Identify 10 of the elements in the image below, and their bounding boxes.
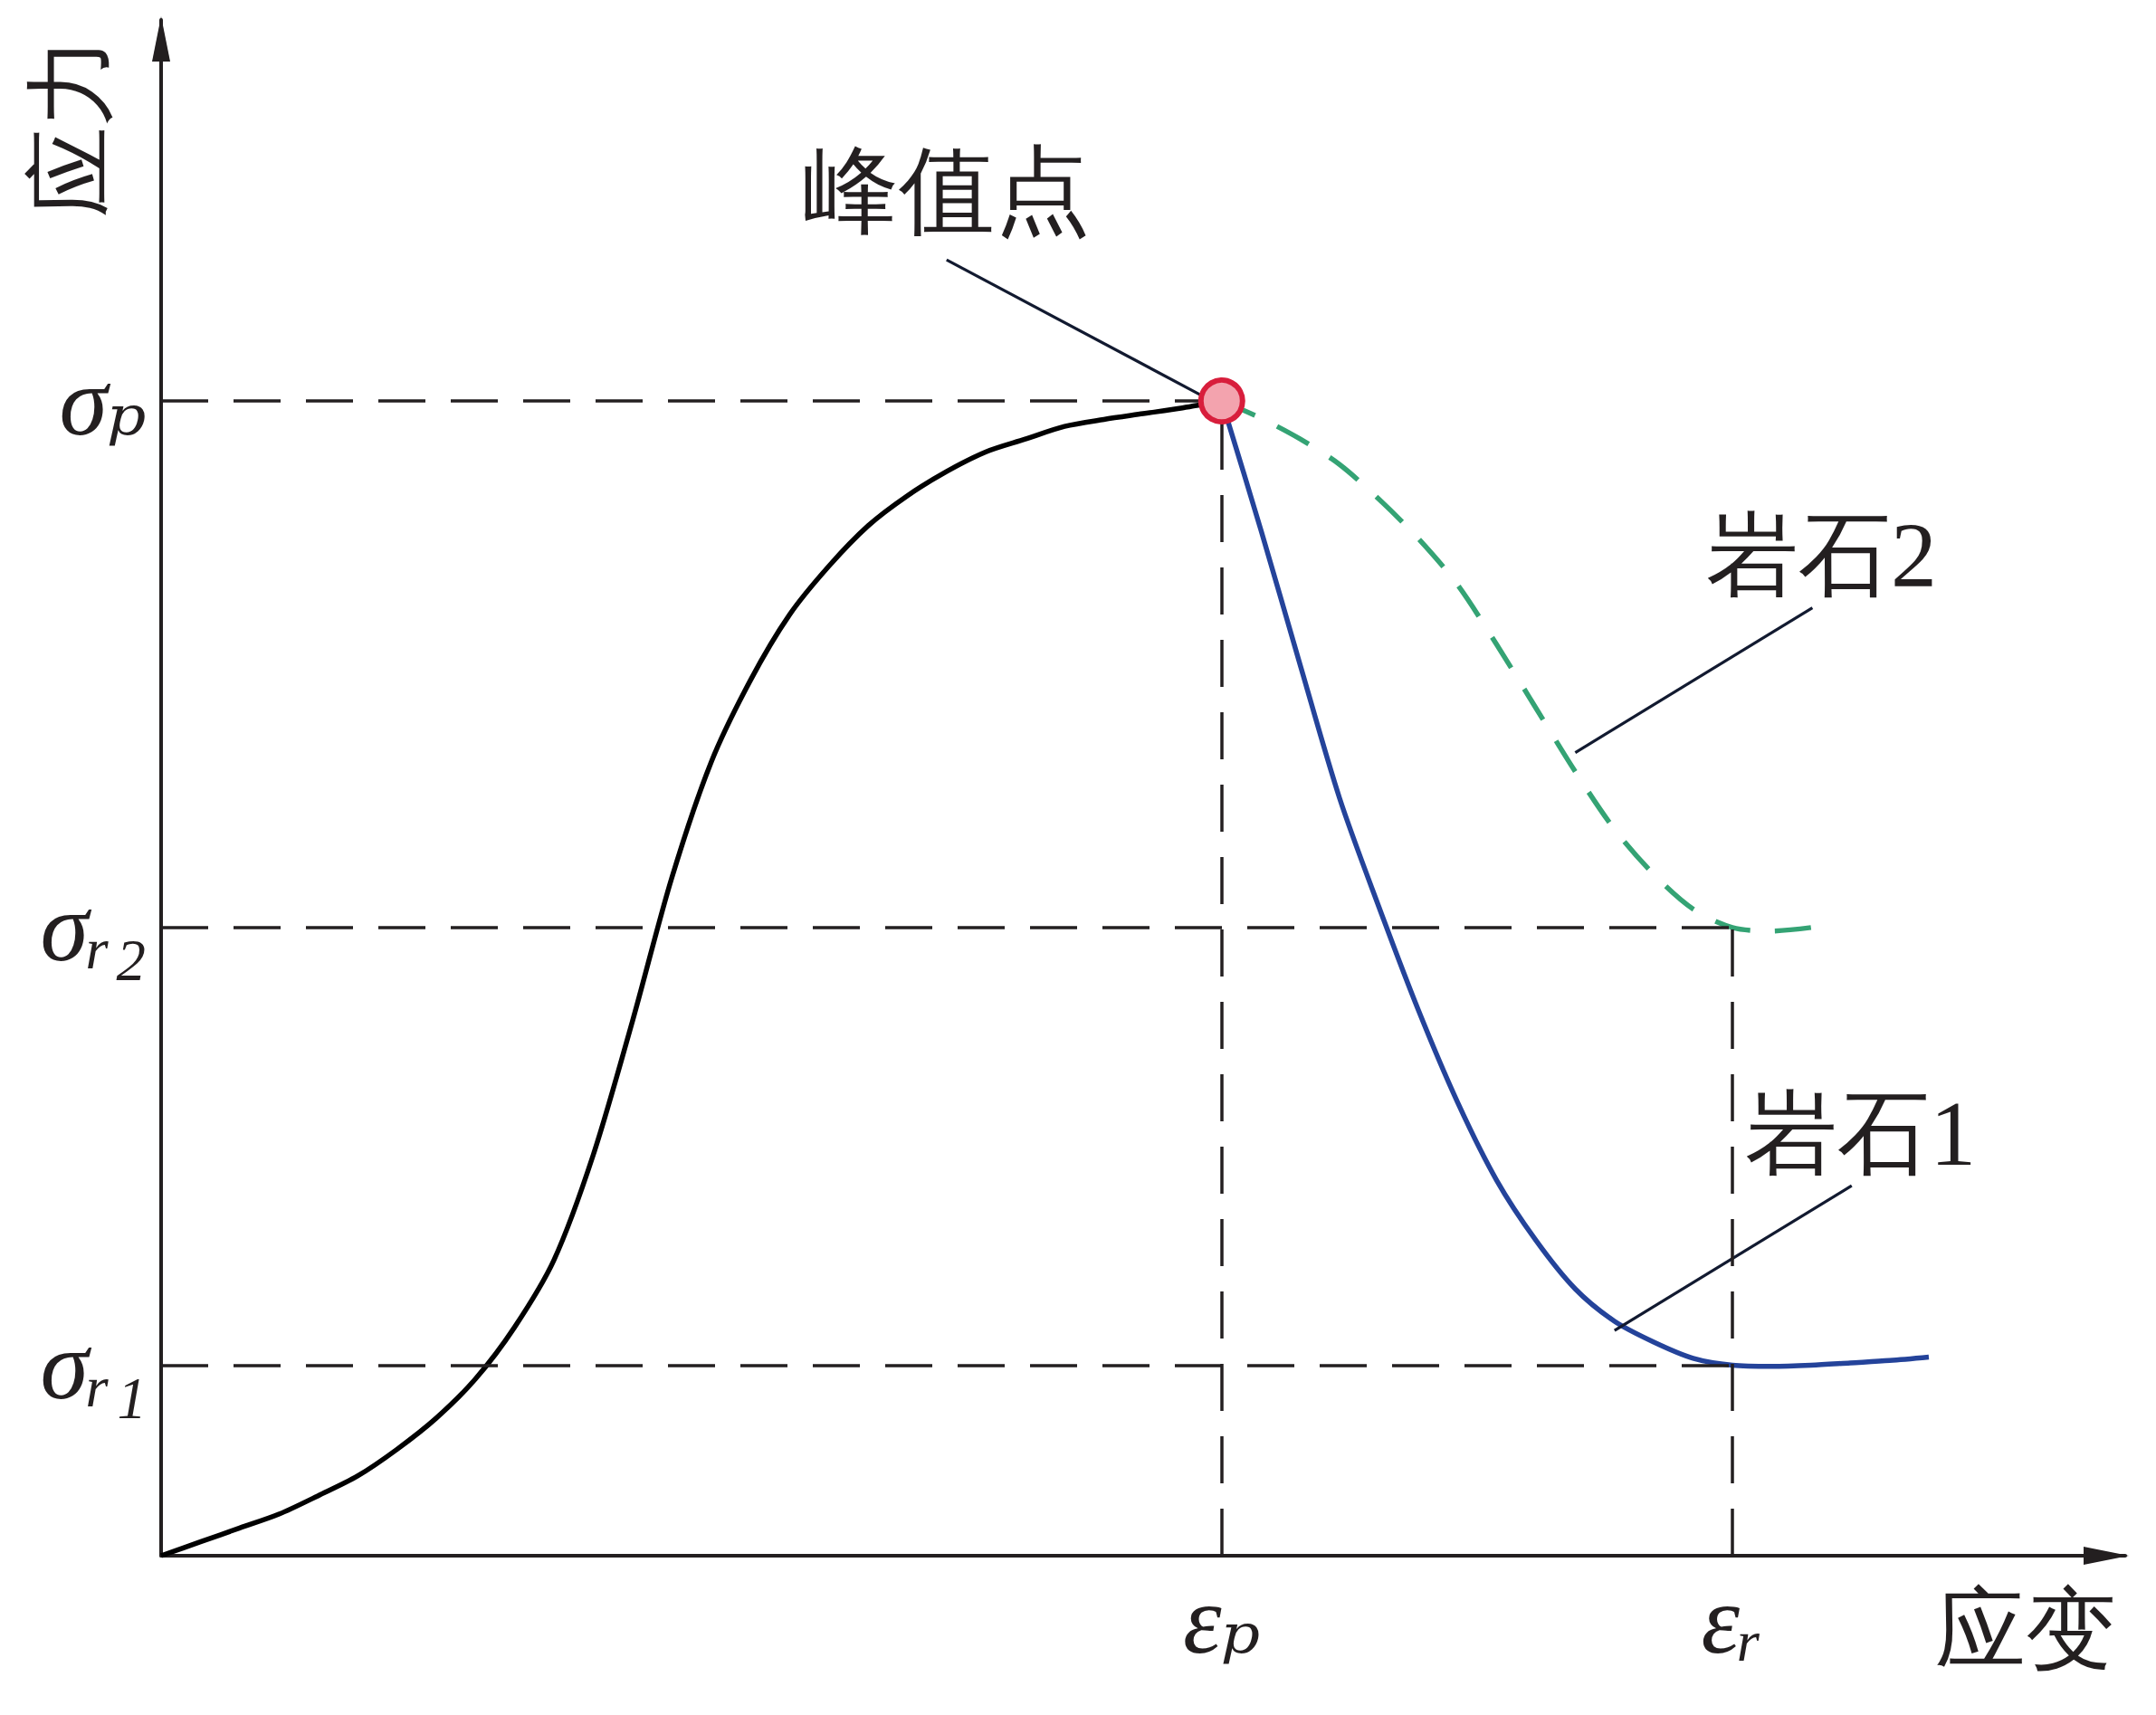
series-label: 岩石1 <box>1745 1081 1977 1185</box>
x-tick-label: εᵣ <box>1701 1565 1764 1673</box>
ref-line-label: σᵣ₁ <box>40 1310 147 1419</box>
annotation: 峰值点 <box>802 138 1091 244</box>
ref-line-label: σᵣ₂ <box>40 873 147 982</box>
x-tick-label: εₚ <box>1182 1565 1261 1673</box>
ref-line-label: σₚ <box>59 347 147 455</box>
text: 岩石2 <box>1705 504 1937 607</box>
y-axis-title: 应力 <box>20 36 121 217</box>
x-axis-title: 应变 <box>1935 1579 2116 1681</box>
